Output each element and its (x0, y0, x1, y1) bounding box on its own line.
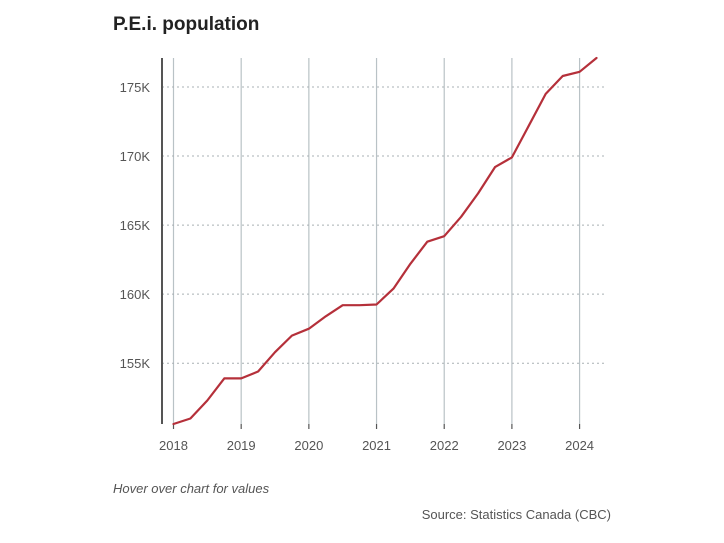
data-point[interactable]: 2019.5: 155,800 (269, 346, 281, 358)
data-point[interactable]: 2021: 159,250 (371, 299, 383, 311)
data-point[interactable]: 2022.75: 169,200 (489, 161, 501, 173)
data-point[interactable]: 2023.5: 174,500 (540, 88, 552, 100)
y-tick-label-165K: 165K (120, 218, 151, 233)
x-tick-label-2019: 2019 (227, 438, 256, 453)
x-tick-label-2018: 2018 (159, 438, 188, 453)
data-point[interactable]: 2022.25: 165,600 (455, 211, 467, 223)
data-point[interactable]: 2023.25: 172,200 (523, 120, 535, 132)
x-tick-label-2024: 2024 (565, 438, 594, 453)
data-point[interactable]: 2021.25: 160,400 (388, 283, 400, 295)
data-point[interactable]: 2021.5: 162,200 (404, 258, 416, 270)
data-point[interactable]: 2022.5: 167,300 (472, 187, 484, 199)
axis-layer (161, 58, 581, 429)
data-point[interactable]: 2020: 157,500 (303, 323, 315, 335)
hover-instruction: Hover over chart for values (113, 481, 270, 496)
data-point[interactable]: 2018.25: 151,000 (184, 413, 196, 425)
series-line-population (172, 56, 598, 426)
source-credit: Source: Statistics Canada (CBC) (421, 507, 611, 522)
population-line-chart[interactable]: 2018: 150,600 2018.25: 151,000 2018.5: 152… (0, 0, 724, 475)
data-point[interactable]: 2020.75: 159,200 (354, 299, 366, 311)
x-tick-label-2023: 2023 (497, 438, 526, 453)
data-point[interactable]: 2020.5: 159,200 (337, 299, 349, 311)
y-tick-label-175K: 175K (120, 80, 151, 95)
data-point[interactable]: 2018.5: 152,300 (201, 395, 213, 407)
data-point[interactable]: 2024: 176,100 (574, 66, 586, 78)
data-point[interactable]: 2019: 153,900 (235, 372, 247, 384)
chart-title: P.E.i. population (113, 14, 260, 35)
data-point[interactable]: 2018: 150,600 (168, 418, 180, 430)
data-point[interactable]: 2023.75: 175,800 (557, 70, 569, 82)
y-tick-label-170K: 170K (120, 149, 151, 164)
data-point[interactable]: 2021.75: 163,800 (421, 236, 433, 248)
data-point[interactable]: 2020.25: 158,400 (320, 310, 332, 322)
data-point[interactable]: 2019.75: 157,000 (286, 330, 298, 342)
x-tick-label-2021: 2021 (362, 438, 391, 453)
data-point[interactable]: 2024.25: 177,100 (591, 52, 603, 64)
x-tick-label-2022: 2022 (430, 438, 459, 453)
grid-layer (162, 58, 606, 424)
tick-label-layer: 2018 2019 2020 2021 2022 2023 2024 155K 160K 165K… (120, 80, 594, 453)
y-tick-label-160K: 160K (120, 287, 151, 302)
y-tick-label-155K: 155K (120, 356, 151, 371)
series-layer: 2018: 150,600 2018.25: 151,000 2018.5: 152… (168, 52, 603, 430)
data-point[interactable]: 2018.75: 153,900 (218, 372, 230, 384)
x-tick-label-2020: 2020 (294, 438, 323, 453)
data-point[interactable]: 2023: 169,900 (506, 151, 518, 163)
data-point[interactable]: 2019.25: 154,400 (252, 366, 264, 378)
data-point[interactable]: 2022: 164,200 (438, 230, 450, 242)
